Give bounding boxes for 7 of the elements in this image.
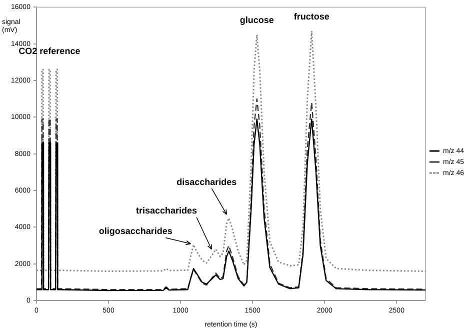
annotation: trisaccharides <box>136 206 198 216</box>
line-series <box>36 30 426 272</box>
annotation: CO2 reference <box>18 46 80 56</box>
annotation: glucose <box>240 15 274 26</box>
annotation: disaccharides <box>176 176 237 187</box>
annotation: oligosaccharides <box>98 226 172 236</box>
annotation: fructose <box>294 12 330 22</box>
